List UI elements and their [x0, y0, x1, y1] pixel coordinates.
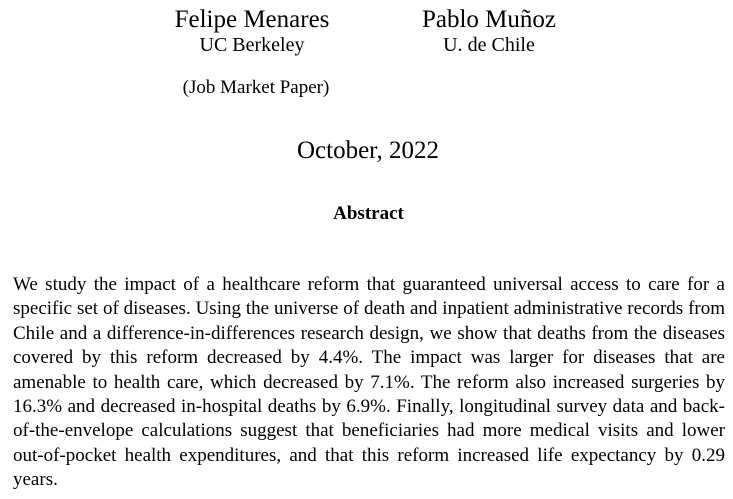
author-affiliation: U. de Chile — [443, 34, 535, 56]
abstract-heading: Abstract — [333, 203, 404, 224]
abstract-text: We study the impact of a healthcare refo… — [13, 274, 725, 491]
author-name: Pablo Muñoz — [421, 6, 557, 33]
job-market-note: (Job Market Paper) — [182, 77, 330, 98]
author-name: Felipe Menares — [174, 6, 330, 33]
author-affiliation: UC Berkeley — [199, 34, 305, 56]
paper-date: October, 2022 — [296, 137, 440, 164]
author-block: Pablo Muñoz U. de Chile — [389, 6, 589, 56]
author-block: Felipe Menares UC Berkeley — [152, 6, 352, 56]
